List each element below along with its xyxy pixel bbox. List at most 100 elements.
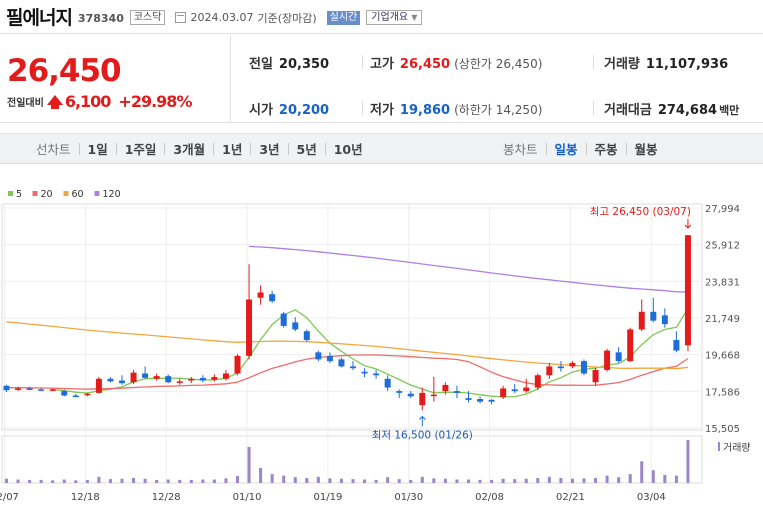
volume-bar: [686, 440, 690, 483]
quote-date: 2024.03.07: [190, 11, 254, 24]
market-badge: 코스닥: [129, 10, 166, 25]
tab-divider: [213, 142, 215, 155]
candle-body: [396, 391, 403, 393]
tab-1week[interactable]: 1주일: [124, 142, 157, 157]
legend-swatch: [94, 191, 100, 196]
candle-body: [338, 359, 345, 367]
volume-bar: [559, 477, 563, 483]
volume-bar: [420, 476, 424, 483]
candle-body: [38, 389, 45, 391]
volume-bar: [28, 479, 32, 483]
tab-candle-chart[interactable]: 봉차트: [503, 142, 538, 157]
volume-bar: [594, 477, 598, 483]
prev-close-label: 전일: [249, 57, 273, 72]
candle-body: [72, 395, 79, 397]
candle-body: [615, 352, 622, 362]
tab-1year[interactable]: 1년: [222, 142, 243, 157]
volume-bar: [351, 479, 355, 483]
candle-body: [384, 378, 391, 388]
volume-bar: [513, 479, 517, 483]
legend-label: 5: [16, 189, 22, 200]
tab-5year[interactable]: 5년: [296, 142, 317, 157]
candle-body: [350, 366, 356, 369]
candle-body: [107, 378, 114, 382]
volume-legend-label: 거래량: [723, 442, 751, 454]
tab-line-chart[interactable]: 선차트: [36, 142, 71, 157]
current-price: 26,450: [7, 53, 122, 89]
candlestick-chart: 5 20 60 120 27,994 25,912 23,831 21,749 19,668 17…: [0, 189, 751, 503]
candle-body: [546, 366, 553, 376]
volume-bar: [524, 478, 528, 483]
change-value: 6,100: [64, 92, 112, 111]
candle-body: [15, 388, 22, 390]
company-info-dropdown[interactable]: 기업개요 ▼: [366, 10, 423, 25]
candle-body: [442, 384, 449, 392]
candle-body: [326, 355, 333, 362]
price-plot-frame: [1, 203, 703, 431]
change-label: 전일대비: [7, 98, 44, 109]
volume-bar: [143, 478, 147, 483]
low-cell: 저가 19,860 (하한가 14,250): [370, 99, 542, 118]
tab-3month[interactable]: 3개월: [173, 142, 206, 157]
candle-body: [315, 352, 322, 360]
tab-monthly[interactable]: 월봉: [634, 142, 658, 157]
candle-body: [222, 373, 229, 379]
volume-bar: [640, 461, 644, 483]
y-tick-label: 19,668: [705, 351, 740, 362]
chart-period-tabs: 선차트 1일 1주일 3개월 1년 3년 5년 10년 봉차트 일봉 주봉 월봉: [0, 133, 763, 164]
volume-bar: [363, 479, 367, 483]
high-annotation: 최고 26,450 (03/07): [590, 206, 691, 218]
x-tick-label: 01/19: [313, 492, 342, 503]
y-tick-label: 21,749: [705, 314, 740, 325]
volume-cell: 거래량 11,107,936: [604, 53, 728, 72]
candle-body: [557, 366, 564, 369]
cell-divider: [362, 55, 363, 69]
candle-body: [627, 329, 634, 362]
volume-bar: [293, 477, 297, 483]
x-tick-label: 03/04: [637, 492, 666, 503]
volume-bar: [270, 474, 274, 483]
open-label: 시가: [249, 103, 273, 118]
candle-body: [511, 389, 518, 392]
volume-bar: [247, 446, 251, 483]
candle-body: [119, 380, 125, 384]
tab-1day[interactable]: 1일: [87, 142, 108, 157]
tab-10year[interactable]: 10년: [333, 142, 363, 157]
candle-body: [453, 391, 460, 393]
candle-body: [142, 373, 149, 378]
candle-body: [234, 355, 241, 374]
low-arrow-icon: [418, 415, 426, 427]
tab-divider: [287, 142, 289, 155]
candle-body: [592, 369, 599, 383]
stock-name: 필에너지: [6, 7, 73, 29]
amount-value: 274,684: [657, 103, 718, 118]
tab-weekly[interactable]: 주봉: [594, 142, 618, 157]
prev-close-value: 20,350: [278, 57, 330, 72]
tab-daily[interactable]: 일봉: [554, 142, 578, 157]
panel-divider: [230, 35, 231, 123]
volume-bar: [443, 478, 447, 483]
volume-bar: [397, 479, 401, 483]
tab-divider: [78, 142, 80, 155]
candle-body: [49, 389, 56, 391]
amount-label: 거래대금: [604, 103, 652, 118]
y-tick-label: 23,831: [705, 277, 740, 288]
tab-3year[interactable]: 3년: [259, 142, 280, 157]
candle-body: [3, 385, 10, 391]
volume-bar: [432, 478, 436, 483]
lower-limit: (하한가 14,250): [454, 103, 543, 117]
candle-body: [95, 378, 102, 393]
candle-body: [500, 388, 507, 398]
high-label: 고가: [370, 57, 394, 72]
volume-bar: [651, 470, 655, 483]
legend-swatch: [63, 191, 69, 196]
candle-body: [257, 292, 264, 298]
volume-bar: [339, 478, 343, 483]
candle-body: [465, 398, 472, 400]
volume-bar: [374, 479, 378, 483]
amount-cell: 거래대금 274,684 백만: [604, 99, 739, 118]
realtime-button[interactable]: 실시간: [326, 10, 361, 25]
up-arrow-icon: [46, 94, 63, 109]
volume-bar: [236, 476, 239, 483]
volume-bar: [617, 477, 621, 483]
